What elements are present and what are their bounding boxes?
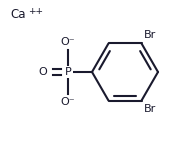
Text: Ca: Ca: [10, 8, 26, 20]
Text: O: O: [38, 67, 47, 77]
Text: O⁻: O⁻: [61, 37, 75, 47]
Text: P: P: [65, 67, 71, 77]
Text: Br: Br: [143, 30, 156, 40]
Text: Br: Br: [143, 104, 156, 114]
Text: ++: ++: [28, 6, 43, 16]
Text: O⁻: O⁻: [61, 97, 75, 107]
